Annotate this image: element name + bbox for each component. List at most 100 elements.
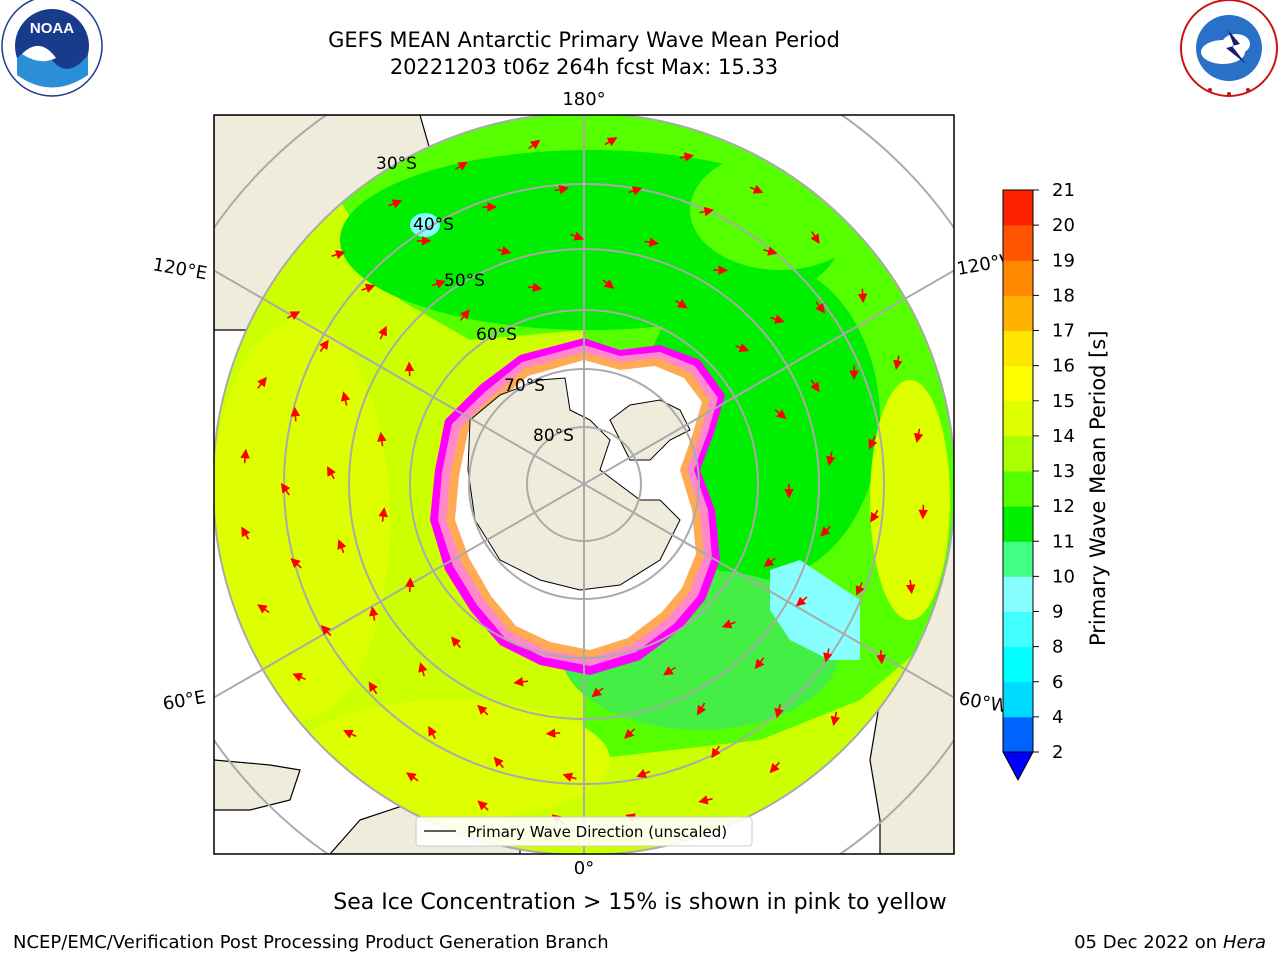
map-title: GEFS MEAN Antarctic Primary Wave Mean Pe… xyxy=(328,28,840,52)
map-subtitle: 20221203 t06z 264h fcst Max: 15.33 xyxy=(389,55,779,79)
colorbar-segment xyxy=(1003,260,1033,296)
lon-label-60w: 60°W xyxy=(957,688,1010,717)
nws-logo xyxy=(1180,0,1278,97)
colorbar-tick-label: 10 xyxy=(1052,566,1075,587)
wave-direction-arrow xyxy=(624,728,636,739)
wave-direction-arrow xyxy=(774,409,787,419)
wave-direction-arrow xyxy=(450,636,462,649)
footer-date: 05 Dec 2022 on Hera xyxy=(1074,932,1266,953)
wave-direction-arrow xyxy=(604,137,618,147)
colorbar-segment xyxy=(1003,611,1033,648)
wave-direction-arrow xyxy=(290,406,301,422)
colorbar-tick-label: 4 xyxy=(1052,707,1063,728)
wave-direction-arrow xyxy=(340,391,351,406)
wave-direction-arrow xyxy=(570,231,585,241)
wave-direction-arrow xyxy=(679,152,695,162)
footer-date-text: 05 Dec 2022 on xyxy=(1074,932,1218,953)
wave-direction-arrow xyxy=(280,482,291,496)
wave-direction-arrow xyxy=(431,279,447,289)
lat-label-50: 50°S xyxy=(444,271,485,291)
wave-direction-arrow xyxy=(674,299,688,309)
wave-direction-arrow xyxy=(774,704,784,719)
wave-direction-arrow xyxy=(337,539,347,554)
colorbar-tick-label: 17 xyxy=(1052,321,1075,342)
wave-direction-arrow xyxy=(331,250,346,260)
wave-direction-arrow xyxy=(763,246,778,256)
wave-direction-arrow xyxy=(418,662,428,677)
footer-host: Hera xyxy=(1222,932,1266,953)
colorbar-segment xyxy=(1003,435,1033,472)
wave-direction-arrow xyxy=(241,526,251,540)
wave-direction-arrow xyxy=(918,504,929,520)
wave-direction-arrow xyxy=(497,246,512,256)
wave-direction-arrow xyxy=(240,448,250,464)
antarctica xyxy=(467,377,691,591)
colorbar-tick-label: 21 xyxy=(1052,180,1075,201)
colorbar-tick-label: 15 xyxy=(1052,391,1075,412)
wave-direction-arrow xyxy=(749,184,764,194)
wave-direction-arrow xyxy=(527,282,543,293)
wave-direction-arrow xyxy=(644,237,660,247)
wave-direction-arrow xyxy=(327,466,336,480)
colorbar-segment xyxy=(1003,646,1033,683)
wave-direction-arrow xyxy=(377,431,387,447)
colorbar-segment xyxy=(1003,400,1033,437)
wave-direction-arrow xyxy=(870,509,880,523)
wave-direction-arrow xyxy=(815,301,826,314)
wave-direction-arrow xyxy=(428,725,438,740)
colorbar-tick-label: 8 xyxy=(1052,637,1063,658)
lon-label-180: 180° xyxy=(562,89,605,110)
colorbar-tick-label: 19 xyxy=(1052,250,1075,271)
wave-direction-arrow xyxy=(820,525,831,537)
wave-direction-arrow xyxy=(562,772,577,782)
wave-direction-arrow xyxy=(368,606,379,621)
wave-direction-arrow xyxy=(795,596,808,607)
lat-label-40: 40°S xyxy=(413,215,454,235)
colorbar-tick-label: 6 xyxy=(1052,672,1063,693)
colorbar-segment xyxy=(1003,295,1033,331)
wave-direction-arrow xyxy=(378,507,388,522)
wave-direction-arrow xyxy=(810,231,820,245)
wave-direction-arrow xyxy=(893,355,903,370)
wave-direction-arrow xyxy=(868,435,878,450)
wave-direction-arrow xyxy=(257,604,270,614)
lat-label-60: 60°S xyxy=(476,325,517,345)
lon-label-60e: 60°E xyxy=(161,687,207,715)
wave-direction-arrow xyxy=(913,428,924,444)
colorbar-label: Primary Wave Mean Period [s] xyxy=(1086,330,1110,646)
wave-direction-arrow xyxy=(513,677,528,687)
wave-direction-arrow xyxy=(602,279,615,289)
wave-direction-arrow xyxy=(876,649,886,665)
colorbar-segment xyxy=(1003,330,1033,367)
wave-direction-arrow xyxy=(826,451,836,467)
sea-ice-caption: Sea Ice Concentration > 15% is shown in … xyxy=(333,890,947,915)
wave-direction-arrow xyxy=(591,687,604,698)
wave-direction-arrow xyxy=(361,283,376,293)
wave-direction-arrow xyxy=(663,666,676,676)
colorbar: 2 4 6 8 9 10 11 12 13 14 15 16 17 18 19 20 21 xyxy=(1002,180,1075,782)
wave-direction-arrow xyxy=(769,761,780,774)
wave-direction-arrow xyxy=(545,728,561,739)
noaa-logo: NOAA xyxy=(1,0,103,97)
wave-direction-arrow xyxy=(830,711,841,727)
colorbar-tick-label: 20 xyxy=(1052,215,1075,236)
colorbar-segment xyxy=(1003,225,1033,261)
wave-direction-arrow xyxy=(477,704,489,716)
colorbar-tick-label: 14 xyxy=(1052,426,1075,447)
colorbar-tick-label: 9 xyxy=(1052,602,1063,623)
wave-direction-arrow xyxy=(257,376,267,389)
wave-direction-arrow xyxy=(343,729,357,739)
colorbar-tick-label: 2 xyxy=(1052,742,1063,763)
wave-direction-arrow xyxy=(528,139,541,150)
colorbar-tick-label: 13 xyxy=(1052,461,1075,482)
wave-direction-arrow xyxy=(455,161,468,171)
wave-direction-arrow xyxy=(696,702,707,716)
wave-direction-arrow xyxy=(763,557,776,568)
footer-branch: NCEP/EMC/Verification Post Processing Pr… xyxy=(13,932,609,953)
lat-label-70: 70°S xyxy=(504,376,545,396)
wave-direction-arrow xyxy=(735,343,750,353)
wave-direction-arrow xyxy=(770,314,785,324)
wave-direction-arrow xyxy=(698,795,713,805)
wave-direction-arrow xyxy=(711,745,721,759)
graticule xyxy=(214,115,954,854)
